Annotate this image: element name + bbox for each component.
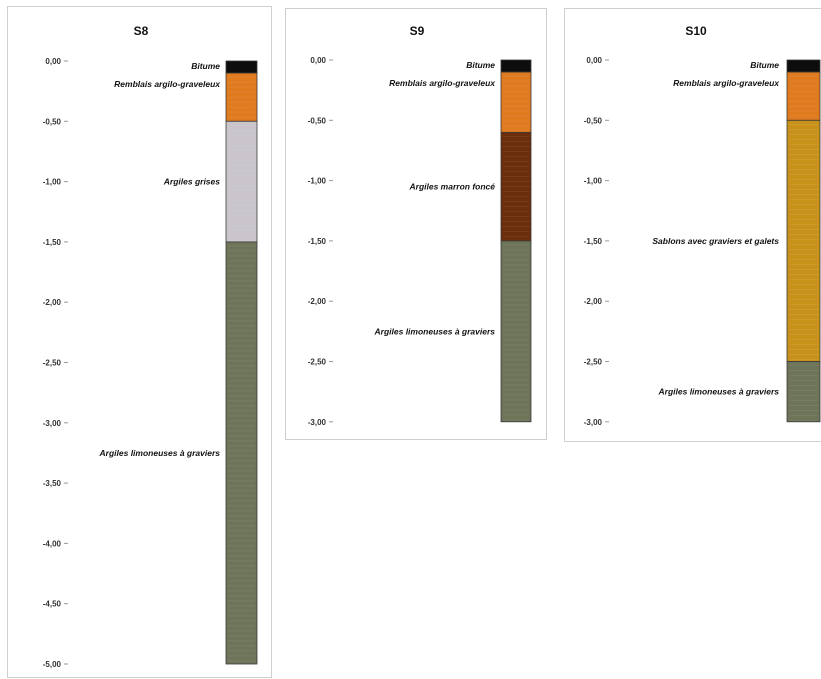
- layer-label: Bitume: [466, 60, 495, 70]
- depth-tick-label: -1,50: [308, 237, 327, 246]
- depth-tick-label: -2,00: [43, 298, 62, 307]
- depth-tick-label: -5,00: [43, 660, 62, 669]
- layer-labels: Bitume Remblais argilo-graveleux Argiles m…: [374, 60, 497, 336]
- soil-layer: [500, 131, 532, 242]
- borehole-title: S8: [134, 24, 149, 38]
- depth-tick-label: -4,50: [43, 600, 62, 609]
- depth-tick-label: -2,50: [43, 359, 62, 368]
- depth-axis: 0,00 -0,50 -1,00 -1,50 -2,00 -2,50 -3,00 -3,50 -…: [43, 57, 68, 669]
- soil-column: [500, 59, 532, 423]
- borehole-log-s9-svg: S9 0,00 -0,50 -1,00 -1,50 -2,00 -2,50 -3,00 Bi…: [308, 24, 532, 427]
- depth-tick-label: -0,50: [308, 116, 327, 125]
- soil-layer: [225, 60, 258, 74]
- depth-tick-label: 0,00: [586, 56, 602, 65]
- borehole-log-s10: S10 0,00 -0,50 -1,00 -1,50 -2,00 -2,50 -3,00 B…: [564, 8, 821, 442]
- soil-layer: [500, 240, 532, 423]
- depth-axis: 0,00 -0,50 -1,00 -1,50 -2,00 -2,50 -3,00: [308, 56, 333, 427]
- layer-label: Remblais argilo-graveleux: [673, 78, 780, 88]
- depth-tick-label: -2,00: [584, 297, 603, 306]
- layer-label: Sablons avec graviers et galets: [652, 236, 779, 246]
- depth-tick-label: -2,00: [308, 297, 327, 306]
- depth-tick-label: -3,00: [43, 419, 62, 428]
- depth-tick-label: -1,00: [43, 178, 62, 187]
- layer-label: Bitume: [191, 61, 220, 71]
- layer-label: Remblais argilo-graveleux: [389, 78, 496, 88]
- depth-tick-label: 0,00: [45, 57, 61, 66]
- soil-column: [225, 60, 258, 665]
- layer-label: Argiles limoneuses à graviers: [374, 326, 496, 336]
- layer-labels: Bitume Remblais argilo-graveleux Sablons a…: [652, 60, 780, 397]
- layer-label: Bitume: [750, 60, 779, 70]
- borehole-log-s9: S9 0,00 -0,50 -1,00 -1,50 -2,00 -2,50 -3,00 Bi…: [285, 8, 547, 440]
- depth-tick-label: -2,50: [584, 358, 603, 367]
- depth-tick-label: -1,00: [308, 177, 327, 186]
- depth-tick-label: -1,50: [584, 237, 603, 246]
- soil-layer: [786, 361, 821, 423]
- borehole-log-s10-svg: S10 0,00 -0,50 -1,00 -1,50 -2,00 -2,50 -3,00 B…: [584, 24, 821, 427]
- layer-label: Argiles marron foncé: [409, 182, 496, 192]
- depth-tick-label: -0,50: [584, 116, 603, 125]
- soil-column: [786, 59, 821, 423]
- depth-tick-label: -3,00: [308, 418, 327, 427]
- depth-tick-label: -0,50: [43, 117, 62, 126]
- soil-layer: [786, 119, 821, 362]
- layer-label: Argiles limoneuses à graviers: [99, 448, 221, 458]
- depth-tick-label: -2,50: [308, 358, 327, 367]
- depth-tick-label: -1,00: [584, 177, 603, 186]
- depth-tick-label: -3,00: [584, 418, 603, 427]
- depth-tick-label: -4,00: [43, 539, 62, 548]
- soil-layer: [786, 59, 821, 73]
- depth-tick-label: -3,50: [43, 479, 62, 488]
- borehole-log-s8: S8 0,00 -0,50 -1,00 -1,50 -2,00 -2,50 -3,00 -3,…: [7, 6, 272, 678]
- soil-layer: [225, 241, 258, 665]
- soil-layer: [225, 120, 258, 243]
- borehole-title: S9: [410, 24, 425, 38]
- layer-label: Remblais argilo-graveleux: [114, 79, 221, 89]
- layer-labels: Bitume Remblais argilo-graveleux Argiles g…: [99, 61, 222, 458]
- soil-layer: [786, 71, 821, 121]
- layer-label: Argiles limoneuses à graviers: [658, 387, 780, 397]
- depth-axis: 0,00 -0,50 -1,00 -1,50 -2,00 -2,50 -3,00: [584, 56, 609, 427]
- depth-tick-label: 0,00: [310, 56, 326, 65]
- borehole-title: S10: [685, 24, 707, 38]
- soil-layer: [500, 59, 532, 73]
- soil-layer: [225, 72, 258, 122]
- borehole-log-s8-svg: S8 0,00 -0,50 -1,00 -1,50 -2,00 -2,50 -3,00 -3,…: [43, 24, 258, 669]
- layer-label: Argiles grises: [163, 177, 220, 187]
- depth-tick-label: -1,50: [43, 238, 62, 247]
